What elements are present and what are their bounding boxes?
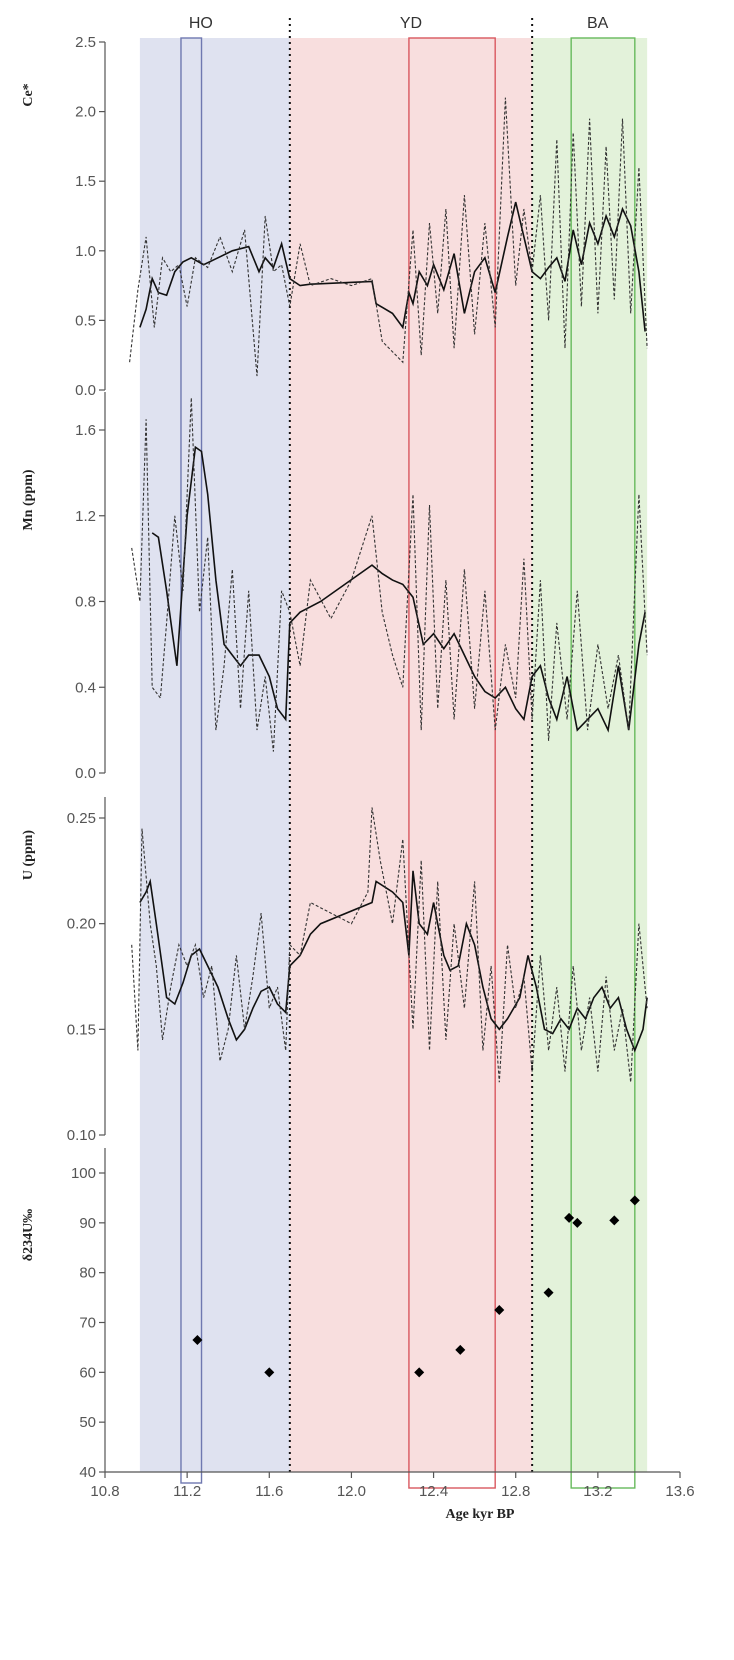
y-tick-label-ce: 0.0 xyxy=(75,382,96,399)
labels: HO YD BA Ce* Mn (ppm) U (ppm) δ234U‰ Age kyr BP xyxy=(21,15,609,1522)
zone-boundaries xyxy=(288,18,534,1472)
data-point-d234 xyxy=(414,1367,425,1378)
y-tick-label-mn: 0.8 xyxy=(75,594,96,611)
y-tick-label-mn: 0.4 xyxy=(75,679,96,696)
y-tick-label-d234: 70 xyxy=(79,1315,96,1332)
y-axis-title-ce: Ce* xyxy=(21,83,36,106)
x-tick-label: 11.6 xyxy=(255,1483,283,1500)
zone-label-yd: YD xyxy=(400,15,422,32)
data-point-d234 xyxy=(455,1344,466,1355)
zone-label-ho: HO xyxy=(189,15,213,32)
data-point-d234 xyxy=(264,1367,275,1378)
x-tick-label: 11.2 xyxy=(173,1483,201,1500)
data-point-d234 xyxy=(564,1212,575,1223)
zone-label-ba: BA xyxy=(587,15,609,32)
series-line-dashed-ce xyxy=(129,97,648,377)
y-tick-label-mn: 0.0 xyxy=(75,765,96,782)
y-tick-label-u: 0.15 xyxy=(67,1021,96,1038)
x-tick-label: 12.8 xyxy=(501,1483,530,1500)
y-tick-label-ce: 1.0 xyxy=(75,243,96,260)
y-tick-label-mn: 1.2 xyxy=(75,508,96,525)
data-point-d234 xyxy=(494,1305,505,1316)
series-line-dashed-u xyxy=(131,807,648,1083)
y-tick-label-ce: 2.5 xyxy=(75,34,96,51)
y-tick-label-mn: 1.6 xyxy=(75,422,96,439)
x-tick-label: 13.6 xyxy=(665,1483,694,1500)
x-axis-title: Age kyr BP xyxy=(446,1507,515,1522)
y-tick-label-d234: 90 xyxy=(79,1215,96,1232)
data-point-d234 xyxy=(192,1334,203,1345)
climate-zone-bands xyxy=(139,38,648,1472)
axes: 0.0 0.5 1.0 1.5 2.0 2.5 0.0 0.4 0.8 1.2 1.6 0.10 0.1… xyxy=(67,34,695,1500)
y-axis-title-mn: Mn (ppm) xyxy=(21,469,36,530)
zone-band-ba xyxy=(532,38,648,1472)
series-line-solid-u xyxy=(139,870,648,1053)
data-point-d234 xyxy=(543,1287,554,1298)
y-tick-label-d234: 50 xyxy=(79,1414,96,1431)
y-tick-label-u: 0.10 xyxy=(67,1127,96,1144)
x-tick-label: 12.0 xyxy=(337,1483,366,1500)
y-tick-label-ce: 1.5 xyxy=(75,173,96,190)
x-tick-label: 10.8 xyxy=(90,1483,119,1500)
y-axis-title-u: U (ppm) xyxy=(21,830,36,881)
data-point-d234 xyxy=(629,1195,640,1206)
y-axis-title-d234: δ234U‰ xyxy=(21,1209,36,1261)
highlight-box-yd xyxy=(408,37,496,1489)
highlight-box-ba xyxy=(570,37,636,1489)
y-tick-label-d234: 60 xyxy=(79,1364,96,1381)
highlight-boxes xyxy=(180,37,636,1489)
series-line-solid-ce xyxy=(139,201,646,332)
y-tick-label-u: 0.20 xyxy=(67,916,96,933)
data-series xyxy=(129,97,648,1378)
y-tick-label-ce: 2.0 xyxy=(75,104,96,121)
data-point-d234 xyxy=(572,1217,583,1228)
y-tick-label-d234: 80 xyxy=(79,1265,96,1282)
y-tick-label-d234: 100 xyxy=(71,1165,96,1182)
series-line-dashed-mn xyxy=(131,397,648,752)
y-tick-label-u: 0.25 xyxy=(67,810,96,827)
highlight-box-ho xyxy=(180,37,203,1484)
series-line-solid-mn xyxy=(151,445,646,733)
zone-band-ho xyxy=(139,38,290,1472)
y-tick-label-ce: 0.5 xyxy=(75,312,96,329)
x-tick-label: 13.2 xyxy=(583,1483,612,1500)
data-point-d234 xyxy=(609,1215,620,1226)
y-tick-label-d234: 40 xyxy=(79,1464,96,1481)
zone-band-yd xyxy=(289,38,533,1472)
x-tick-label: 12.4 xyxy=(419,1483,448,1500)
